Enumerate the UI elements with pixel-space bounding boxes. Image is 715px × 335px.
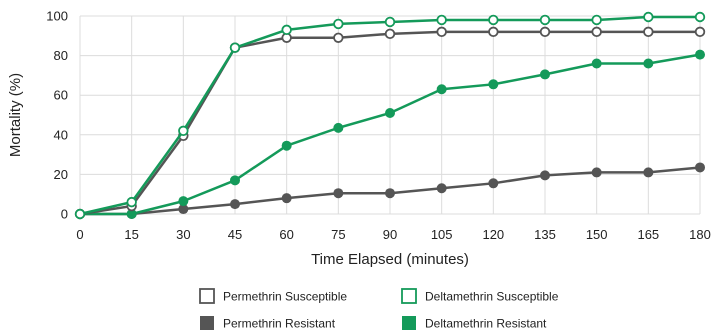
y-tick-label: 0 [61,207,68,222]
data-point [539,26,551,38]
legend-item: Permethrin Resistant [200,316,336,331]
data-point [178,196,189,207]
x-tick-label: 120 [482,227,504,242]
data-point [436,183,447,194]
data-point [126,196,137,208]
data-point [436,26,447,38]
data-point [230,175,240,186]
data-point [178,125,189,137]
y-tick-label: 40 [54,127,68,142]
data-point [539,14,551,26]
data-point [488,26,499,38]
data-point [333,122,344,133]
data-point [488,178,499,189]
legend-item: Deltamethrin Susceptible [401,288,559,304]
data-point [694,26,706,38]
data-point [436,84,447,95]
data-point [488,14,499,26]
data-point [281,140,292,151]
y-tick-label: 60 [54,88,68,103]
data-point [643,58,654,69]
data-point [540,69,550,80]
legend-item: Deltamethrin Resistant [402,316,547,331]
x-tick-label: 30 [176,227,190,242]
x-tick-label: 60 [279,227,293,242]
data-point [333,18,344,30]
data-point [591,167,602,178]
y-tick-label: 100 [46,9,68,24]
data-point [384,28,396,40]
legend-label: Deltamethrin Resistant [425,317,547,331]
data-point [281,24,292,36]
data-point [229,42,241,53]
tick-labels: 0 15 30 45 60 75 90 105 120 135 150 165 180 0 20 40 60 80… [46,9,711,243]
y-tick-label: 80 [54,48,68,63]
y-axis-title: Mortality (%) [7,73,24,157]
data-point [384,16,396,28]
data-point [694,11,706,23]
x-tick-label: 180 [689,227,711,242]
data-point [178,204,189,215]
data-point [230,199,240,210]
y-tick-label: 20 [54,167,68,182]
x-tick-label: 150 [586,227,608,242]
series-deltamethrin-resistant [75,49,705,219]
x-tick-label: 45 [228,227,242,242]
data-point [333,188,344,199]
data-point [385,108,395,119]
x-tick-label: 75 [331,227,345,242]
data-point [643,11,654,23]
data-point [333,32,344,43]
legend-label: Permethrin Resistant [223,317,336,331]
legend-swatch [200,316,214,330]
x-tick-label: 90 [383,227,397,242]
x-axis-title: Time Elapsed (minutes) [311,251,469,268]
data-point [695,49,705,60]
data-point [643,26,654,38]
legend: Permethrin Susceptible Deltamethrin Susce… [199,288,559,331]
x-tick-label: 165 [637,227,659,242]
legend-swatch [402,316,416,330]
legend-swatch [401,288,417,304]
x-tick-label: 135 [534,227,556,242]
data-point [695,162,705,173]
series-deltamethrin-susceptible [74,11,706,220]
data-point [488,79,499,90]
x-tick-label: 0 [76,227,83,242]
series-group [74,11,706,220]
data-point [643,167,654,178]
x-tick-label: 105 [431,227,453,242]
data-point [385,188,395,199]
data-point [591,26,602,38]
data-point [540,170,550,181]
data-point [74,208,86,220]
data-point [591,58,602,69]
data-point [126,209,137,219]
legend-item: Permethrin Susceptible [199,288,347,304]
data-point [436,14,447,26]
legend-label: Deltamethrin Susceptible [425,290,559,304]
chart-grid [79,15,701,215]
data-point [591,14,602,26]
x-tick-label: 15 [124,227,138,242]
legend-label: Permethrin Susceptible [223,290,347,304]
legend-swatch [199,288,215,304]
data-point [281,193,292,204]
